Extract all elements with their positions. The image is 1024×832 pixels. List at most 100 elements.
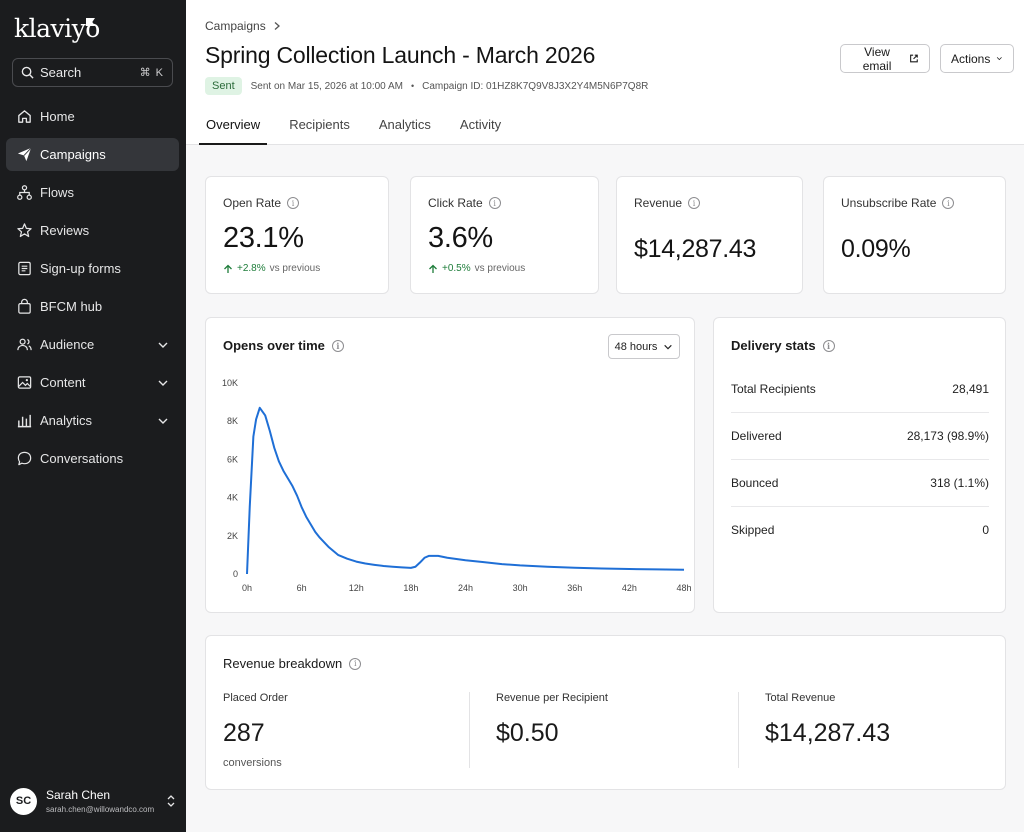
breadcrumb-campaigns[interactable]: Campaigns — [205, 19, 266, 33]
chat-icon — [17, 451, 32, 466]
sidebar-item-signup-forms[interactable]: Sign-up forms — [6, 252, 179, 285]
unsubscribe-rate-value: 0.09% — [841, 235, 911, 263]
star-icon — [17, 223, 32, 238]
campaign-meta: Sent Sent on Mar 15, 2026 at 10:00 AM • … — [205, 77, 648, 95]
chevron-down-icon — [664, 344, 673, 349]
stat-row-bounced: Bounced 318 (1.1%) — [731, 460, 989, 507]
opens-chart-title: Opens over time — [223, 338, 325, 353]
sidebar-item-reviews[interactable]: Reviews — [6, 214, 179, 247]
sidebar-item-label: Reviews — [40, 223, 90, 238]
meta-separator: • — [410, 81, 415, 91]
sidebar-item-label: BFCM hub — [40, 299, 103, 314]
info-icon[interactable]: i — [488, 197, 501, 209]
info-icon[interactable]: i — [331, 339, 344, 352]
rev-label: Placed Order — [223, 692, 288, 704]
sidebar-item-home[interactable]: Home — [6, 100, 179, 133]
metric-label: Click Rate i — [428, 196, 501, 210]
sidebar-item-conversations[interactable]: Conversations — [6, 442, 179, 475]
tab-analytics[interactable]: Analytics — [378, 117, 431, 132]
sidebar-item-label: Flows — [40, 185, 74, 200]
info-icon[interactable]: i — [688, 197, 701, 209]
page-header: Campaigns Spring Collection Launch - Mar… — [186, 0, 1024, 145]
x-tick-label: 48h — [676, 583, 691, 593]
user-menu[interactable]: SC Sarah Chen sarah.chen@willowandco.com — [0, 770, 186, 832]
klaviyo-logo[interactable]: klaviyo — [14, 14, 100, 43]
time-range-select[interactable]: 48 hours — [608, 334, 680, 359]
revenue-breakdown-card: Revenue breakdown i Placed Order 287 conv… — [205, 635, 1006, 790]
user-name: Sarah Chen — [46, 788, 111, 802]
open-rate-value: 23.1% — [223, 222, 304, 254]
click-rate-value: 3.6% — [428, 222, 493, 254]
sidebar-item-audience[interactable]: Audience — [6, 328, 179, 361]
chevron-down-icon — [158, 418, 168, 424]
tab-recipients[interactable]: Recipients — [289, 117, 350, 132]
stat-row-delivered: Delivered 28,173 (98.9%) — [731, 413, 989, 460]
revenue-value: $14,287.43 — [634, 235, 757, 263]
placed-order-column: Placed Order 287 conversions — [223, 692, 288, 788]
y-tick-label: 10K — [222, 378, 238, 388]
delta-suffix: vs previous — [474, 263, 526, 274]
rev-value: 287 — [223, 719, 265, 747]
info-icon[interactable]: i — [942, 197, 955, 209]
rev-value: $14,287.43 — [765, 719, 891, 747]
click-rate-card: Click Rate i 3.6% +0.5% vs previous — [410, 176, 599, 294]
open-rate-label: Open Rate — [223, 196, 282, 210]
arrow-up-icon — [429, 264, 437, 273]
chevron-down-icon — [158, 380, 168, 386]
y-tick-label: 4K — [227, 493, 238, 503]
sidebar-nav: Home Campaigns Flows Reviews Sign-up for… — [6, 100, 179, 480]
info-icon[interactable]: i — [349, 657, 362, 670]
home-icon — [18, 110, 31, 123]
breadcrumb: Campaigns — [205, 19, 282, 33]
revenue-per-recipient-column: Revenue per Recipient $0.50 — [496, 692, 608, 788]
x-tick-label: 12h — [349, 583, 364, 593]
opens-chart-card: Opens over time i 48 hours 0 2K 4K 6K 8K 10K 0h… — [205, 317, 695, 613]
card-title: Opens over time i — [223, 338, 344, 353]
view-email-label: View email — [862, 44, 892, 73]
open-rate-trend: +2.8% vs previous — [223, 263, 320, 274]
opens-line-chart: 0 2K 4K 6K 8K 10K 0h 6h 12h 18h 24h 30h 36h 42h 48h — [222, 378, 692, 593]
sidebar-item-label: Campaigns — [40, 147, 106, 162]
opens-series-line[interactable] — [246, 406, 685, 575]
info-icon[interactable]: i — [822, 339, 835, 352]
user-email: sarah.chen@willowandco.com — [46, 805, 155, 814]
actions-button[interactable]: Actions — [940, 44, 1014, 73]
sidebar-item-content[interactable]: Content — [6, 366, 179, 399]
search-label: Search — [40, 65, 82, 80]
stat-label: Total Recipients — [731, 382, 816, 396]
arrow-up-icon — [224, 264, 232, 273]
flows-icon — [17, 185, 32, 200]
revenue-breakdown-title: Revenue breakdown — [223, 656, 343, 671]
column-divider — [469, 692, 470, 768]
tab-overview[interactable]: Overview — [199, 108, 268, 145]
delivery-stats-card: Delivery stats i Total Recipients 28,491 … — [713, 317, 1006, 613]
delivery-stats-title: Delivery stats — [731, 338, 816, 353]
main-content: Campaigns Spring Collection Launch - Mar… — [186, 0, 1024, 832]
chevron-down-icon — [997, 57, 1003, 61]
sidebar: klaviyo Search ⌘ K Home Campaigns Flows … — [0, 0, 186, 832]
tab-activity[interactable]: Activity — [459, 117, 502, 132]
stat-label: Skipped — [731, 522, 775, 537]
rev-sub: conversions — [223, 757, 282, 769]
stat-value: 0 — [982, 522, 989, 537]
x-tick-label: 36h — [567, 583, 582, 593]
stat-value: 28,173 (98.9%) — [906, 429, 989, 443]
click-rate-delta: +0.5% — [442, 263, 471, 274]
revenue-card: Revenue i $14,287.43 — [616, 176, 803, 294]
x-tick-label: 30h — [513, 583, 528, 593]
sidebar-item-flows[interactable]: Flows — [6, 176, 179, 209]
open-rate-card: Open Rate i 23.1% +2.8% vs previous — [205, 176, 389, 294]
sidebar-item-campaigns[interactable]: Campaigns — [6, 138, 179, 171]
sidebar-item-analytics[interactable]: Analytics — [6, 404, 179, 437]
actions-label: Actions — [951, 51, 991, 66]
sidebar-item-label: Audience — [40, 337, 95, 352]
card-title: Delivery stats i — [731, 338, 835, 353]
info-icon[interactable]: i — [287, 197, 300, 209]
chevron-down-icon — [158, 342, 168, 348]
send-icon — [17, 147, 32, 162]
view-email-button[interactable]: View email — [840, 44, 930, 73]
search-input[interactable]: Search ⌘ K — [12, 58, 173, 87]
stat-value: 318 (1.1%) — [930, 476, 989, 490]
y-tick-label: 2K — [227, 531, 238, 541]
sidebar-item-bfcm-hub[interactable]: BFCM hub — [6, 290, 179, 323]
